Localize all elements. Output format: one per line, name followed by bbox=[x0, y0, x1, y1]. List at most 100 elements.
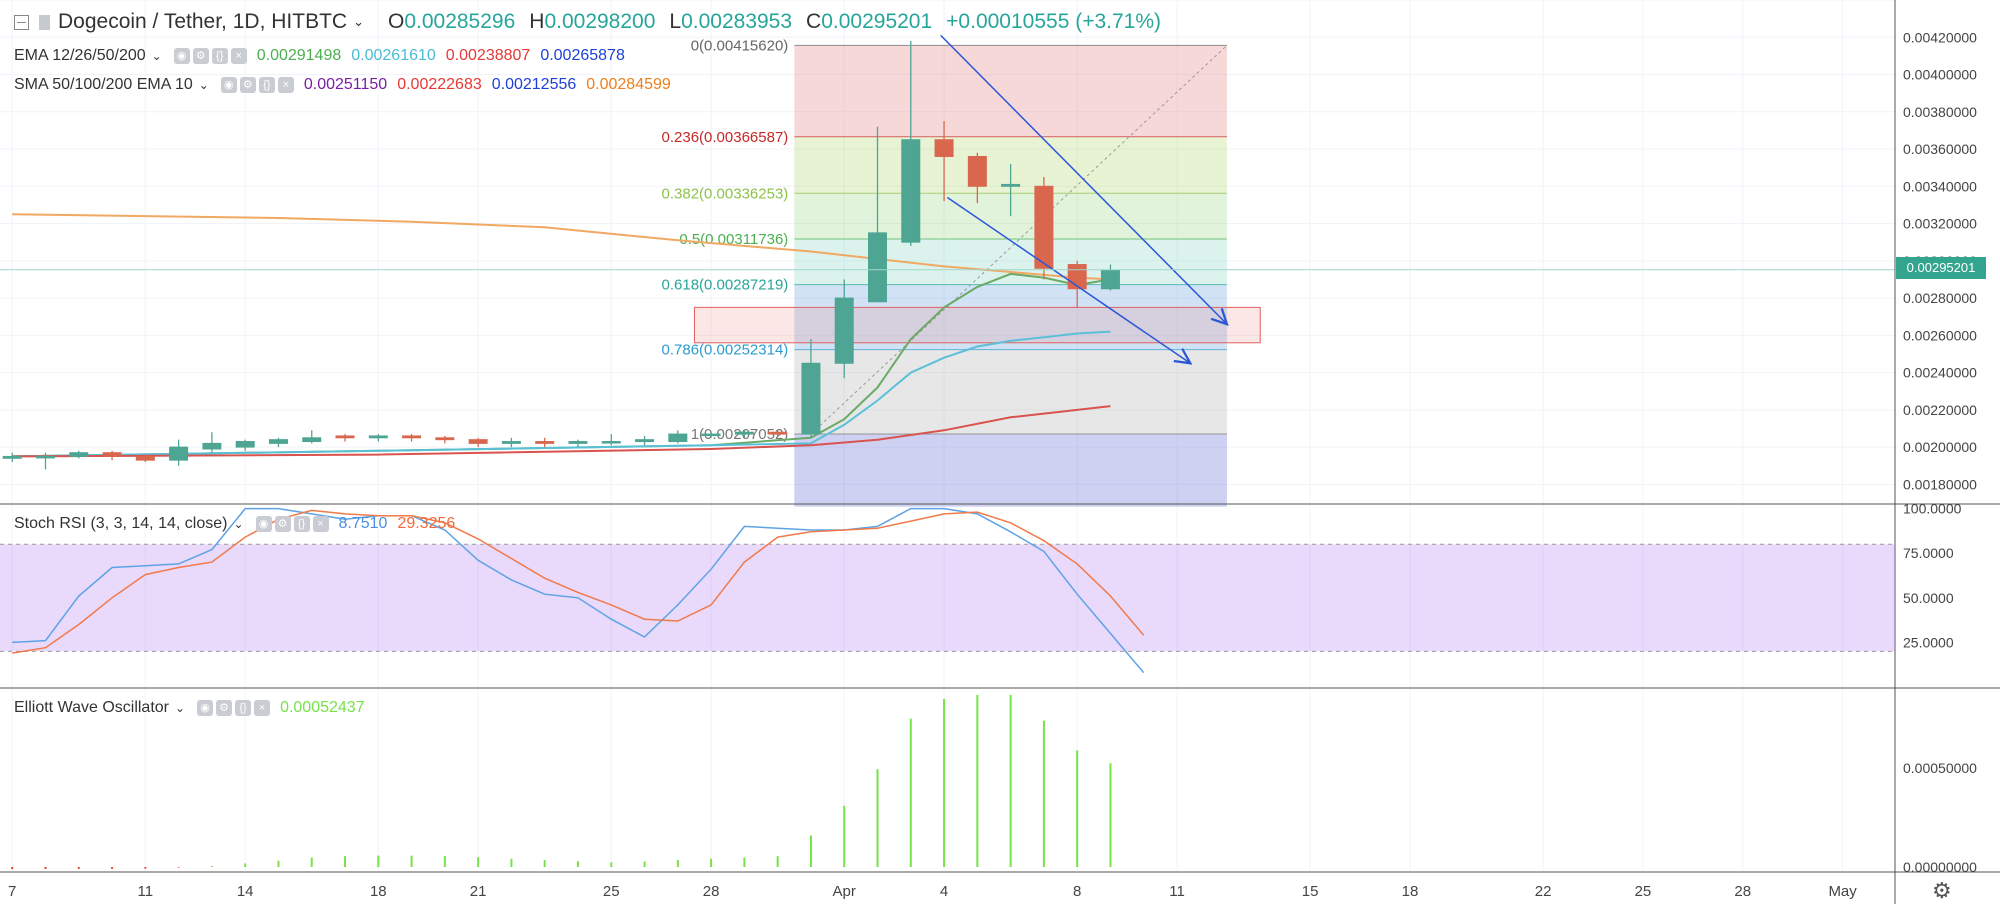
gear-icon[interactable]: ⚙ bbox=[274, 516, 291, 532]
trend-arrow bbox=[946, 196, 1190, 363]
source-icon[interactable]: {} bbox=[235, 700, 252, 716]
gear-icon[interactable]: ⚙ bbox=[239, 77, 256, 93]
fib-zone bbox=[794, 433, 1227, 507]
change-value: +0.00010555 (+3.71%) bbox=[946, 10, 1162, 33]
source-icon[interactable]: {} bbox=[211, 48, 228, 64]
price-axis-label: 0.00280000 bbox=[1903, 290, 1977, 306]
time-axis-label: Apr bbox=[833, 883, 856, 900]
sma-value-3: 0.00212556 bbox=[491, 76, 577, 93]
flag-icon[interactable] bbox=[39, 14, 50, 30]
gear-icon[interactable]: ⚙ bbox=[192, 48, 209, 64]
collapse-icon[interactable] bbox=[14, 14, 29, 30]
trend-arrow bbox=[940, 34, 1227, 324]
fib-level-label: 0.618(0.00287219) bbox=[662, 277, 789, 294]
time-axis-label: 18 bbox=[1402, 883, 1419, 900]
close-icon[interactable]: × bbox=[230, 48, 247, 64]
ewo-axis-label: 0.00050000 bbox=[1903, 760, 1977, 776]
ema-value-3: 0.00238807 bbox=[445, 47, 531, 64]
sma-value-2: 0.00222683 bbox=[397, 76, 482, 93]
sma-value-4: 0.00284599 bbox=[586, 76, 671, 93]
high-value: 0.00298200 bbox=[544, 10, 656, 33]
source-icon[interactable]: {} bbox=[293, 516, 310, 532]
eye-icon[interactable]: ◉ bbox=[255, 516, 272, 532]
chevron-down-icon[interactable]: ⌄ bbox=[198, 78, 209, 92]
sma-legend: SMA 50/100/200 EMA 10 ⌄ ◉ ⚙{} × 0.00251150… bbox=[14, 76, 681, 94]
ema-name[interactable]: EMA 12/26/50/200 bbox=[14, 47, 146, 64]
ema-legend: EMA 12/26/50/200 ⌄ ◉ ⚙{} × 0.00291498 0.00… bbox=[14, 47, 635, 65]
candle-body bbox=[934, 139, 954, 157]
candle-body bbox=[468, 439, 488, 444]
eye-icon[interactable]: ◉ bbox=[173, 48, 190, 64]
price-axis-label: 0.00320000 bbox=[1903, 216, 1977, 232]
eye-icon[interactable]: ◉ bbox=[197, 700, 214, 716]
price-axis-label: 0.00340000 bbox=[1903, 178, 1977, 194]
gear-icon[interactable]: ⚙ bbox=[216, 700, 233, 716]
candle-body bbox=[701, 433, 721, 437]
candle-body bbox=[1067, 264, 1087, 290]
indicator-buttons[interactable]: ◉ ⚙{} × bbox=[173, 48, 247, 64]
time-axis-label: 11 bbox=[138, 883, 154, 900]
price-axis-label: 0.00220000 bbox=[1903, 402, 1977, 418]
time-axis-label: 14 bbox=[237, 883, 254, 900]
candle-body bbox=[568, 441, 588, 444]
chevron-down-icon[interactable]: ⌄ bbox=[175, 701, 186, 715]
close-value: 0.00295201 bbox=[821, 10, 933, 33]
indicator-buttons[interactable]: ◉ ⚙{} × bbox=[255, 516, 329, 532]
ohlc-values: O0.00285296 H0.00298200 L0.00283953 C0.0… bbox=[387, 10, 1162, 33]
candle-body bbox=[169, 446, 189, 461]
candle-body bbox=[635, 439, 655, 443]
stoch-name[interactable]: Stoch RSI (3, 3, 14, 14, close) bbox=[14, 515, 228, 532]
close-icon[interactable]: × bbox=[277, 77, 294, 93]
time-axis-label: 8 bbox=[1073, 883, 1081, 900]
candle-body bbox=[868, 232, 887, 303]
stoch-k-value: 8.7510 bbox=[338, 515, 388, 532]
candle-body bbox=[302, 437, 322, 443]
chevron-down-icon[interactable]: ⌄ bbox=[151, 49, 162, 63]
time-axis-label: 18 bbox=[370, 883, 387, 900]
ewo-axis-label: 0.00000000 bbox=[1903, 859, 1977, 875]
source-icon[interactable]: {} bbox=[258, 77, 275, 93]
candle-body bbox=[36, 455, 55, 459]
moving-average-line bbox=[12, 330, 1111, 458]
stoch-axis-label: 75.0000 bbox=[1903, 545, 1954, 561]
chevron-down-icon[interactable]: ⌄ bbox=[353, 14, 364, 29]
stoch-line bbox=[12, 509, 1145, 654]
price-axis-label: 0.00260000 bbox=[1903, 327, 1977, 343]
sma-name[interactable]: SMA 50/100/200 EMA 10 bbox=[14, 76, 193, 93]
candle-body bbox=[335, 435, 355, 439]
ema-value-2: 0.00261610 bbox=[351, 47, 436, 64]
candle-body bbox=[901, 139, 921, 243]
fib-level-label: 0.236(0.00366587) bbox=[662, 129, 789, 146]
fib-trend-line bbox=[810, 45, 1228, 435]
fib-level-label: 0.382(0.00336253) bbox=[662, 185, 789, 202]
candle-body bbox=[834, 297, 854, 364]
indicator-buttons[interactable]: ◉ ⚙{} × bbox=[197, 700, 271, 716]
fib-zone bbox=[794, 45, 1227, 137]
close-icon[interactable]: × bbox=[254, 700, 271, 716]
chevron-down-icon[interactable]: ⌄ bbox=[233, 517, 244, 531]
candle-body bbox=[535, 441, 555, 444]
indicator-buttons[interactable]: ◉ ⚙{} × bbox=[220, 77, 294, 93]
stoch-axis-label: 100.0000 bbox=[1903, 501, 1962, 517]
candle-body bbox=[501, 441, 521, 444]
time-axis-label: 11 bbox=[1169, 883, 1185, 900]
eye-icon[interactable]: ◉ bbox=[220, 77, 237, 93]
price-axis-label: 0.00200000 bbox=[1903, 439, 1977, 455]
stoch-legend: Stoch RSI (3, 3, 14, 14, close) ⌄ ◉ ⚙{} × … bbox=[14, 515, 465, 533]
price-axis-label: 0.00360000 bbox=[1903, 141, 1977, 157]
ewo-name[interactable]: Elliott Wave Oscillator bbox=[14, 699, 169, 716]
time-axis-label: 25 bbox=[603, 883, 620, 900]
ewo-value: 0.00052437 bbox=[280, 699, 365, 716]
moving-average-line bbox=[12, 213, 1111, 281]
last-price-tag: 0.00295201 bbox=[1896, 257, 1986, 279]
candle-body bbox=[1100, 269, 1120, 290]
symbol-title[interactable]: Dogecoin / Tether, 1D, HITBTC bbox=[58, 10, 348, 33]
candle-body bbox=[2, 455, 22, 459]
gear-icon[interactable]: ⚙ bbox=[1932, 878, 1952, 903]
time-axis-label: 4 bbox=[940, 883, 948, 900]
time-axis-label: 22 bbox=[1535, 883, 1552, 900]
candle-body bbox=[1034, 185, 1054, 269]
close-icon[interactable]: × bbox=[312, 516, 329, 532]
candle-body bbox=[135, 455, 155, 461]
